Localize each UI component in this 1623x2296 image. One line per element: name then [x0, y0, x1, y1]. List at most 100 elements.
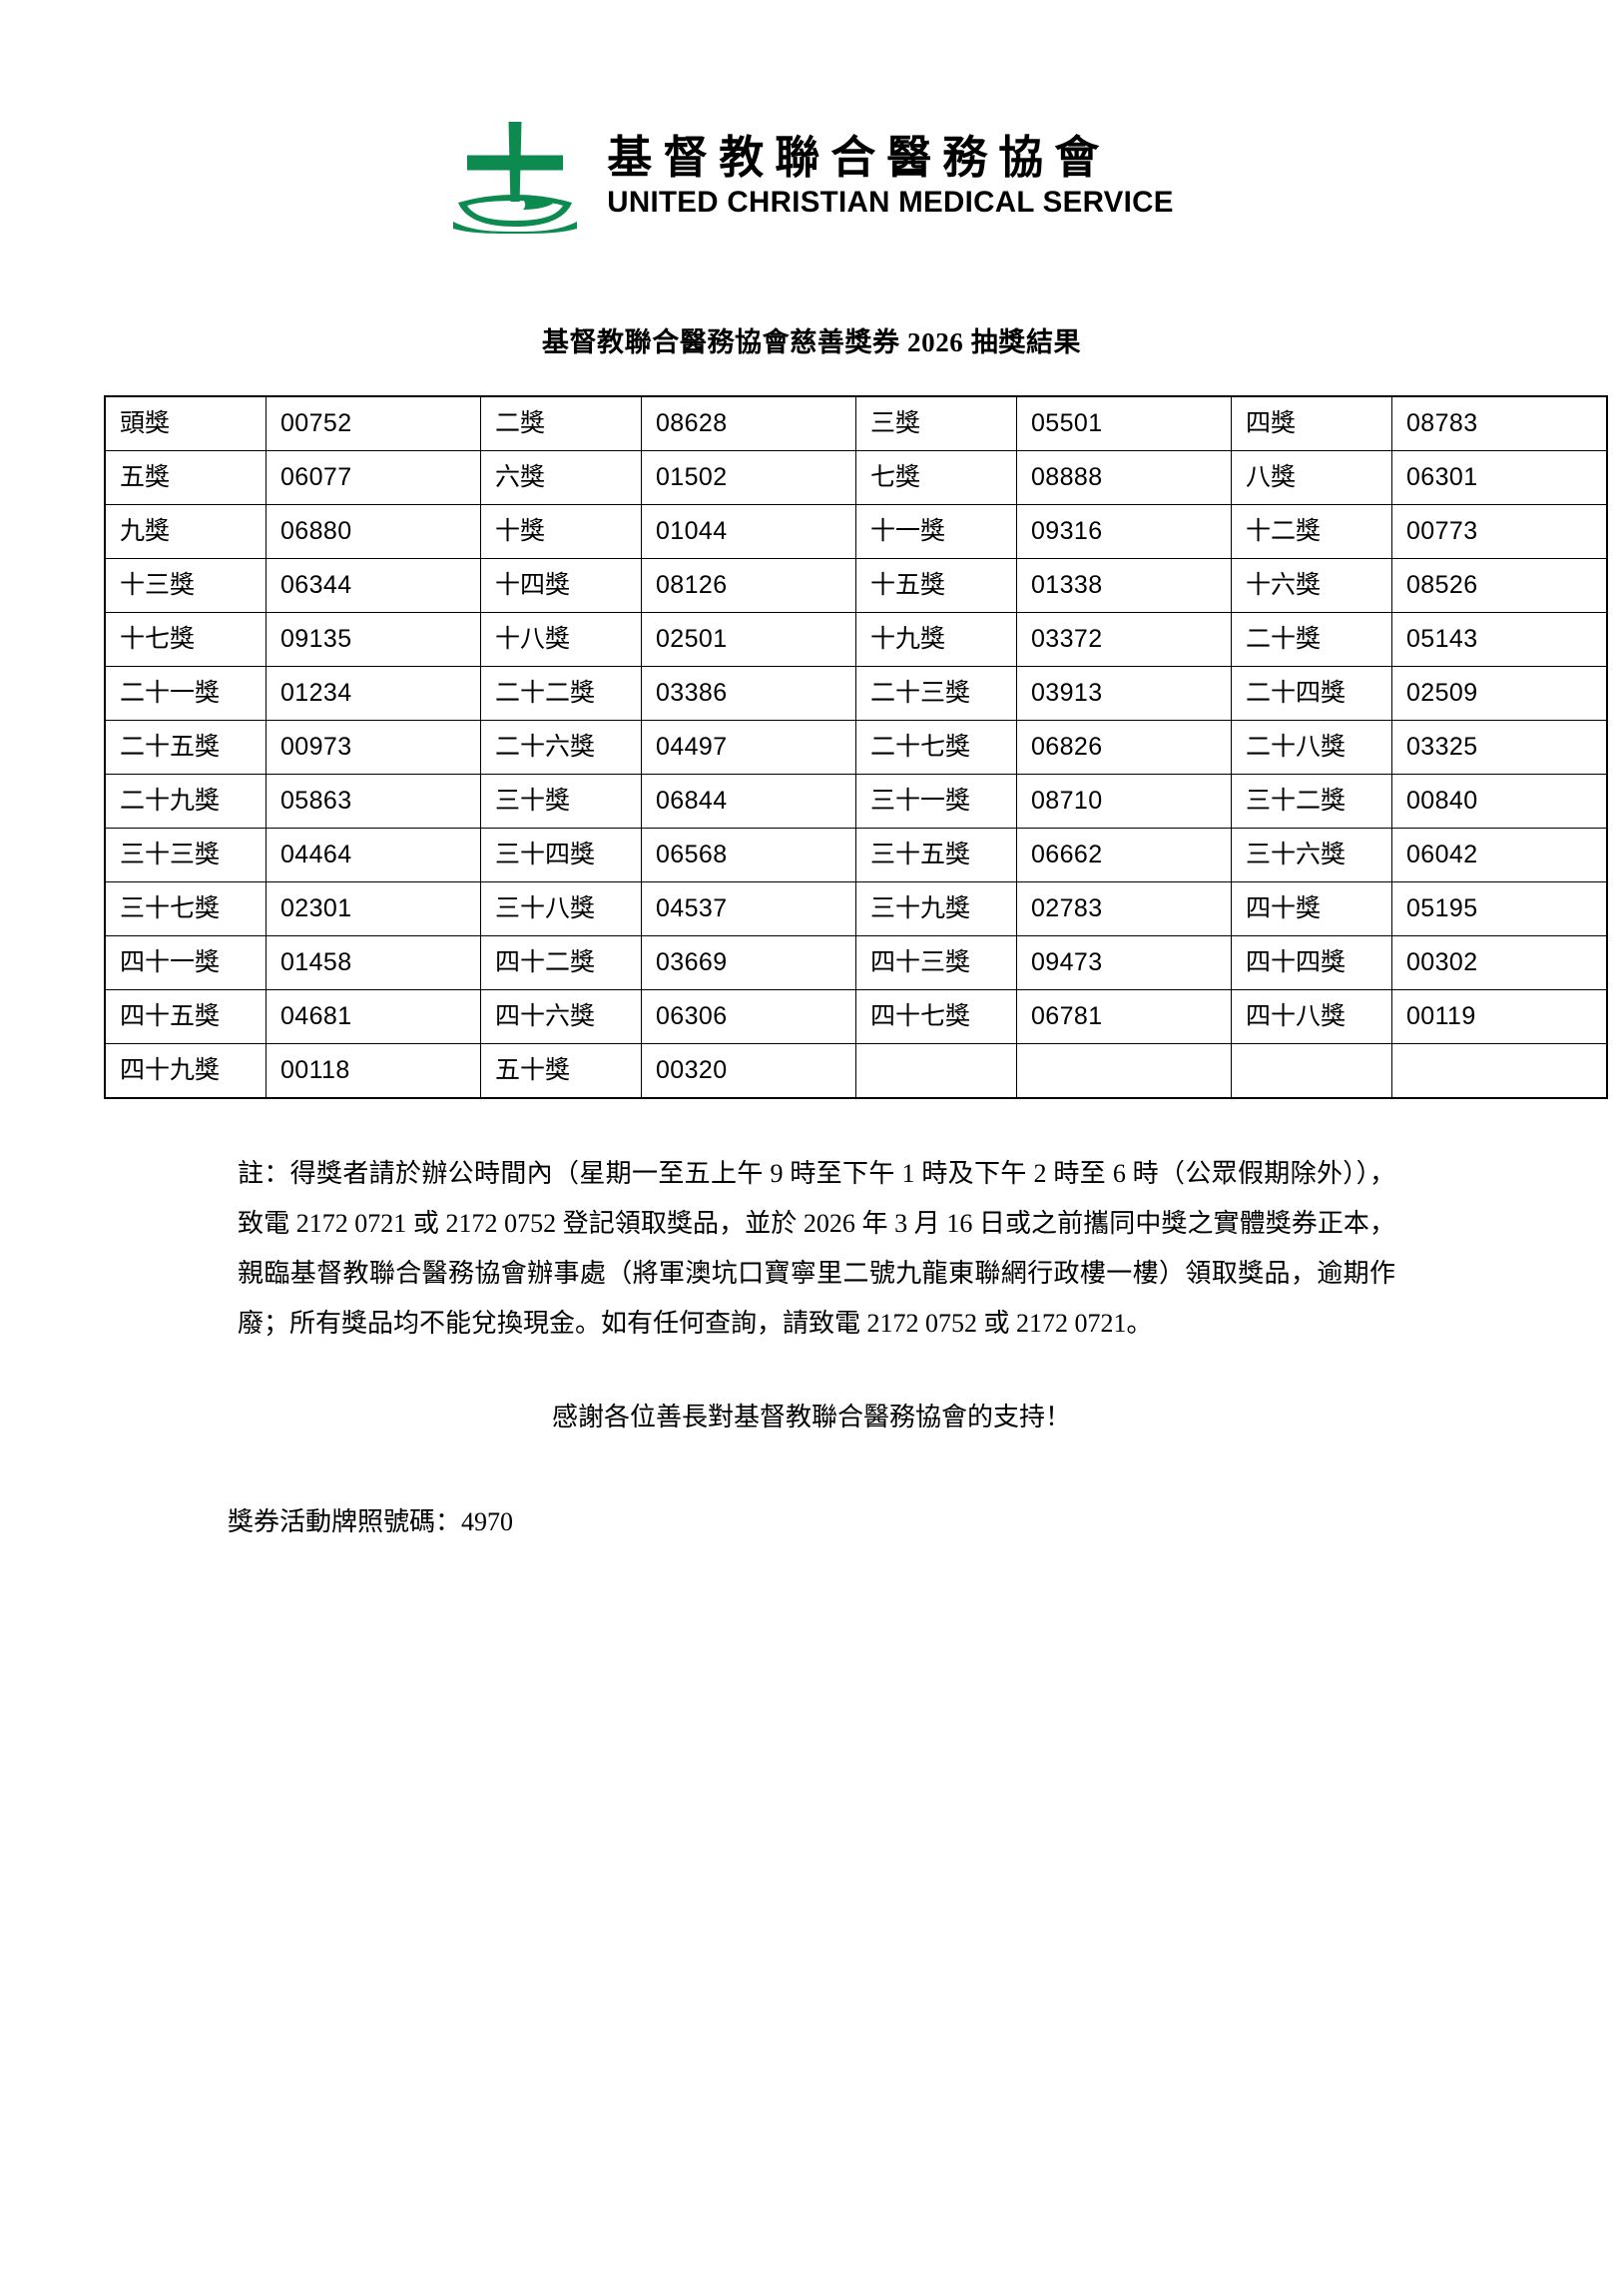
letterhead: 基督教聯合醫務協會 UNITED CHRISTIAN MEDICAL SERVI…	[0, 0, 1623, 234]
prize-number: 06344	[266, 558, 481, 613]
prize-label: 四十五獎	[104, 989, 267, 1044]
prize-number: 00320	[641, 1043, 856, 1099]
prize-number: 00118	[266, 1043, 481, 1099]
prize-label: 十獎	[480, 504, 642, 559]
prize-label: 三十八獎	[480, 881, 642, 936]
table-row: 二十五獎 00973 二十六獎 04497 二十七獎 06826 二十八獎 03…	[104, 720, 1608, 775]
prize-number: 09473	[1016, 935, 1232, 990]
page-title: 基督教聯合醫務協會慈善獎券 2026 抽獎結果	[541, 327, 1082, 357]
prize-number: 02783	[1016, 881, 1232, 936]
prize-label: 二十一獎	[104, 666, 267, 721]
prize-number: 06301	[1391, 450, 1608, 505]
prize-number: 06568	[641, 828, 856, 882]
prize-label: 十三獎	[104, 558, 267, 613]
prize-number: 06781	[1016, 989, 1232, 1044]
prize-label: 二十六獎	[480, 720, 642, 775]
prize-label: 九獎	[104, 504, 267, 559]
org-name-chinese: 基督教聯合醫務協會	[607, 131, 1111, 183]
prize-label: 三十獎	[480, 774, 642, 829]
prize-label: 二十二獎	[480, 666, 642, 721]
prize-number: 06662	[1016, 828, 1232, 882]
prize-number: 03913	[1016, 666, 1232, 721]
prize-label: 十四獎	[480, 558, 642, 613]
prize-label: 二十三獎	[855, 666, 1017, 721]
prize-number: 06880	[266, 504, 481, 559]
prize-label: 三十四獎	[480, 828, 642, 882]
prize-label-empty	[1231, 1043, 1392, 1099]
prize-label: 三獎	[855, 395, 1017, 451]
table-row: 五獎 06077 六獎 01502 七獎 08888 八獎 06301	[104, 450, 1608, 505]
prize-number: 01338	[1016, 558, 1232, 613]
prize-number: 01502	[641, 450, 856, 505]
table-row: 十三獎 06344 十四獎 08126 十五獎 01338 十六獎 08526	[104, 558, 1608, 613]
prize-number-empty	[1016, 1043, 1232, 1099]
prize-label: 二十五獎	[104, 720, 267, 775]
prize-number: 09316	[1016, 504, 1232, 559]
prize-label: 四十獎	[1231, 881, 1392, 936]
prize-label: 四十三獎	[855, 935, 1017, 990]
prize-label: 二十九獎	[104, 774, 267, 829]
prize-number: 02301	[266, 881, 481, 936]
prize-number: 08126	[641, 558, 856, 613]
prize-number: 08628	[641, 395, 856, 451]
table-row: 四十九獎 00118 五十獎 00320	[104, 1043, 1608, 1099]
prize-label: 二十八獎	[1231, 720, 1392, 775]
table-row: 十七獎 09135 十八獎 02501 十九獎 03372 二十獎 05143	[104, 612, 1608, 667]
licence-number-line: 獎券活動牌照號碼：4970	[228, 1507, 514, 1537]
prize-number: 05501	[1016, 395, 1232, 451]
prize-label: 四十二獎	[480, 935, 642, 990]
prize-number: 05143	[1391, 612, 1608, 667]
prize-label: 十二獎	[1231, 504, 1392, 559]
thanks-line: 感謝各位善長對基督教聯合醫務協會的支持！	[551, 1402, 1071, 1432]
prize-number: 03386	[641, 666, 856, 721]
prize-label: 四十七獎	[855, 989, 1017, 1044]
prize-label: 三十五獎	[855, 828, 1017, 882]
prize-label: 十六獎	[1231, 558, 1392, 613]
prize-label-empty	[855, 1043, 1017, 1099]
prize-label: 四十六獎	[480, 989, 642, 1044]
prize-number: 04497	[641, 720, 856, 775]
prize-label: 四十九獎	[104, 1043, 267, 1099]
prize-label: 六獎	[480, 450, 642, 505]
prize-label: 五十獎	[480, 1043, 642, 1099]
prize-label: 三十九獎	[855, 881, 1017, 936]
prize-number: 00752	[266, 395, 481, 451]
notes-section: 註：得獎者請於辦公時間內（星期一至五上午 9 時至下午 1 時及下午 2 時至 …	[228, 1149, 1395, 1349]
prize-number: 01044	[641, 504, 856, 559]
prize-label: 頭獎	[104, 395, 267, 451]
prize-label: 四十一獎	[104, 935, 267, 990]
prize-label: 三十三獎	[104, 828, 267, 882]
prize-number: 06077	[266, 450, 481, 505]
prize-label: 五獎	[104, 450, 267, 505]
prize-number-empty	[1391, 1043, 1608, 1099]
prize-label: 三十七獎	[104, 881, 267, 936]
prize-label: 三十一獎	[855, 774, 1017, 829]
prize-label: 二十七獎	[855, 720, 1017, 775]
prize-label: 二十獎	[1231, 612, 1392, 667]
prize-number: 08783	[1391, 395, 1608, 451]
prize-label: 十五獎	[855, 558, 1017, 613]
prize-label: 三十六獎	[1231, 828, 1392, 882]
prize-label: 二十四獎	[1231, 666, 1392, 721]
prize-number: 01458	[266, 935, 481, 990]
prize-label: 十一獎	[855, 504, 1017, 559]
prize-number: 09135	[266, 612, 481, 667]
results-table-container: 頭獎 00752 二獎 08628 三獎 05501 四獎 08783 五獎 0…	[104, 395, 1608, 1099]
table-row: 九獎 06880 十獎 01044 十一獎 09316 十二獎 00773	[104, 504, 1608, 559]
prize-number: 04681	[266, 989, 481, 1044]
prize-label: 十七獎	[104, 612, 267, 667]
table-row: 三十三獎 04464 三十四獎 06568 三十五獎 06662 三十六獎 06…	[104, 828, 1608, 882]
prize-number: 08888	[1016, 450, 1232, 505]
prize-number: 08526	[1391, 558, 1608, 613]
prize-number: 08710	[1016, 774, 1232, 829]
prize-number: 00119	[1391, 989, 1608, 1044]
cross-over-boat-logo-icon	[453, 122, 578, 234]
prize-results-table: 頭獎 00752 二獎 08628 三獎 05501 四獎 08783 五獎 0…	[104, 395, 1608, 1099]
prize-number: 01234	[266, 666, 481, 721]
prize-number: 05195	[1391, 881, 1608, 936]
prize-number: 00840	[1391, 774, 1608, 829]
table-row: 二十一獎 01234 二十二獎 03386 二十三獎 03913 二十四獎 02…	[104, 666, 1608, 721]
prize-label: 十八獎	[480, 612, 642, 667]
prize-results-body: 頭獎 00752 二獎 08628 三獎 05501 四獎 08783 五獎 0…	[104, 395, 1608, 1099]
